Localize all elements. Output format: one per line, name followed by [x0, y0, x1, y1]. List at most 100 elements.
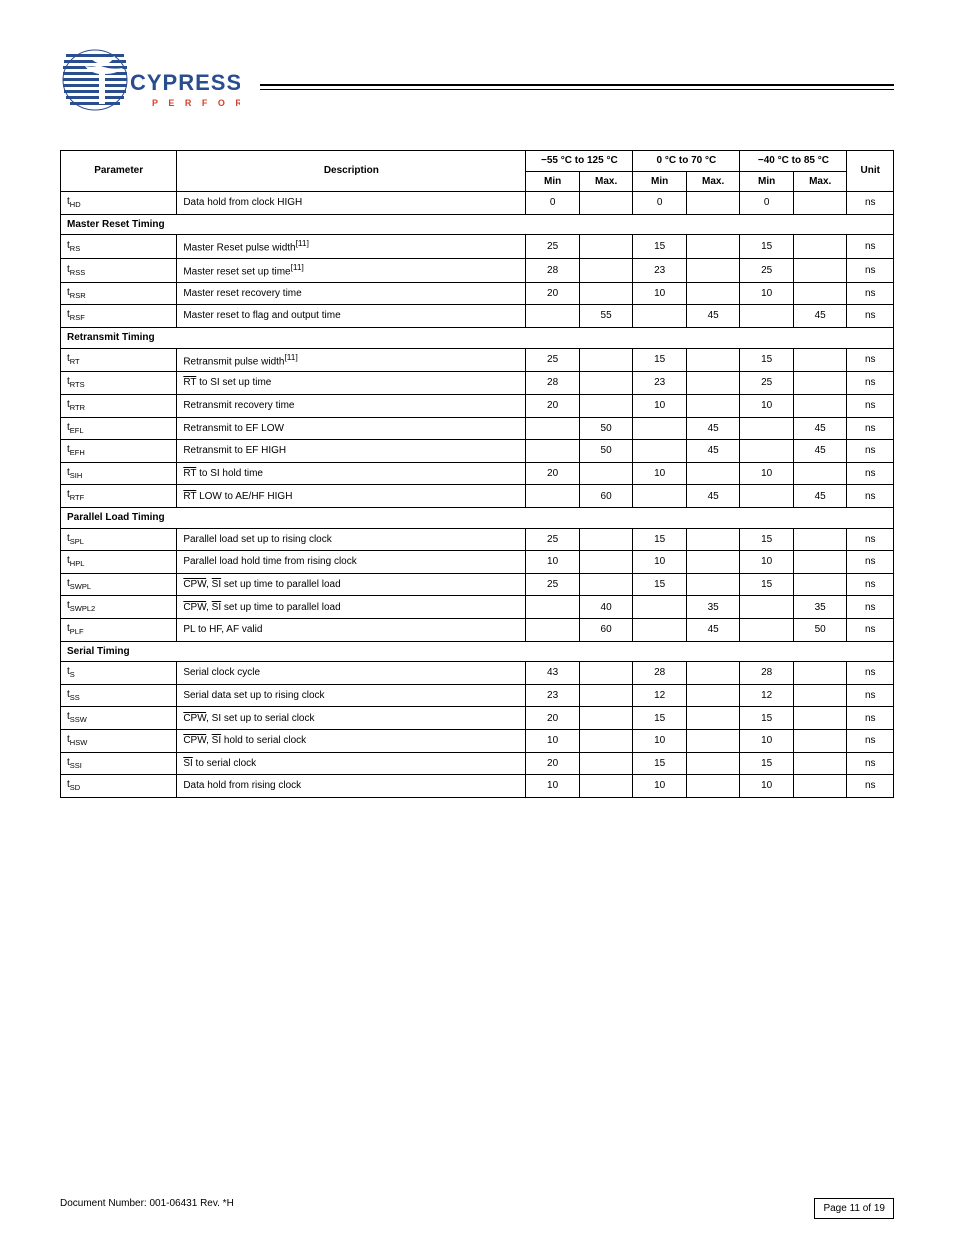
cell-value: 28 — [526, 258, 580, 282]
cell-value — [793, 551, 847, 574]
cell-description: Retransmit pulse width[11] — [177, 348, 526, 372]
table-row: tRSMaster Reset pulse width[11]251515ns — [61, 235, 894, 259]
cell-value: 40 — [579, 596, 633, 619]
cell-unit: ns — [847, 752, 894, 775]
table-row: tEFHRetransmit to EF HIGH504545ns — [61, 440, 894, 463]
cell-value: 15 — [633, 707, 687, 730]
cell-value — [686, 573, 740, 596]
cell-parameter: tHSW — [61, 730, 177, 753]
cell-value: 10 — [633, 730, 687, 753]
table-row: Master Reset Timing — [61, 214, 894, 235]
page-header: CYPRESS P E R F O R M — [60, 40, 894, 120]
col-range-0to70: 0 °C to 70 °C — [633, 151, 740, 172]
col-description: Description — [177, 151, 526, 192]
table-row: tSSWCPW, SI set up to serial clock201515… — [61, 707, 894, 730]
cell-unit: ns — [847, 619, 894, 642]
cell-parameter: tSIH — [61, 462, 177, 485]
cell-value: 12 — [633, 684, 687, 707]
table-row: tRTSRT to SI set up time282325ns — [61, 372, 894, 395]
cell-parameter: tHPL — [61, 551, 177, 574]
cell-description: Data hold from clock HIGH — [177, 192, 526, 215]
cell-value — [793, 348, 847, 372]
cell-value: 12 — [740, 684, 794, 707]
page-footer: Document Number: 001-06431 Rev. *H Page … — [60, 1198, 894, 1219]
cell-description: Parallel load hold time from rising cloc… — [177, 551, 526, 574]
cell-value — [686, 662, 740, 685]
cell-value: 15 — [633, 348, 687, 372]
cell-value: 25 — [740, 372, 794, 395]
cell-value: 60 — [579, 485, 633, 508]
table-row: tSIHRT to SI hold time201010ns — [61, 462, 894, 485]
header-divider — [260, 84, 894, 90]
cell-value: 45 — [793, 440, 847, 463]
brand-tagline: P E R F O R M — [152, 98, 240, 108]
cell-value — [686, 752, 740, 775]
table-row: tRSRMaster reset recovery time201010ns — [61, 282, 894, 305]
cell-value: 15 — [740, 573, 794, 596]
cell-description: CPW, SI set up time to parallel load — [177, 596, 526, 619]
cell-value — [686, 282, 740, 305]
cell-description: CPW, SI set up time to parallel load — [177, 573, 526, 596]
cell-value — [579, 573, 633, 596]
cell-value: 0 — [526, 192, 580, 215]
cell-description: Retransmit recovery time — [177, 394, 526, 417]
cell-value — [793, 730, 847, 753]
cell-value: 15 — [633, 528, 687, 551]
cell-value — [526, 305, 580, 328]
cell-parameter: tSWPL — [61, 573, 177, 596]
cell-description: SI to serial clock — [177, 752, 526, 775]
cell-value — [740, 417, 794, 440]
cell-value — [579, 528, 633, 551]
cell-value — [686, 235, 740, 259]
cell-value — [740, 619, 794, 642]
cell-unit: ns — [847, 662, 894, 685]
cell-parameter: tRTR — [61, 394, 177, 417]
cell-parameter: tRTF — [61, 485, 177, 508]
cell-value: 28 — [633, 662, 687, 685]
cell-value — [793, 573, 847, 596]
cell-value: 60 — [579, 619, 633, 642]
cell-value: 10 — [740, 775, 794, 798]
section-heading: Master Reset Timing — [61, 214, 894, 235]
cell-value — [793, 192, 847, 215]
section-heading: Serial Timing — [61, 641, 894, 662]
table-row: Serial Timing — [61, 641, 894, 662]
col-max: Max. — [793, 171, 847, 192]
table-row: tSWPL2CPW, SI set up time to parallel lo… — [61, 596, 894, 619]
cell-value: 28 — [740, 662, 794, 685]
section-heading: Retransmit Timing — [61, 328, 894, 349]
table-row: tRTRRetransmit recovery time201010ns — [61, 394, 894, 417]
cell-value — [579, 752, 633, 775]
section-heading: Parallel Load Timing — [61, 508, 894, 529]
cell-unit: ns — [847, 372, 894, 395]
cell-unit: ns — [847, 684, 894, 707]
cell-value: 28 — [526, 372, 580, 395]
cell-value: 25 — [526, 573, 580, 596]
col-min: Min — [740, 171, 794, 192]
cell-parameter: tSSI — [61, 752, 177, 775]
cell-value: 20 — [526, 282, 580, 305]
cell-parameter: tS — [61, 662, 177, 685]
cell-value — [793, 684, 847, 707]
cell-value — [793, 235, 847, 259]
cell-value: 35 — [686, 596, 740, 619]
cell-value — [686, 775, 740, 798]
cell-parameter: tRSF — [61, 305, 177, 328]
table-row: tSSSerial data set up to rising clock231… — [61, 684, 894, 707]
col-parameter: Parameter — [61, 151, 177, 192]
col-min: Min — [633, 171, 687, 192]
cell-value: 50 — [579, 417, 633, 440]
table-row: Retransmit Timing — [61, 328, 894, 349]
cell-value — [793, 775, 847, 798]
cell-value: 10 — [633, 394, 687, 417]
brand-logo: CYPRESS P E R F O R M — [60, 40, 240, 120]
cell-value — [579, 235, 633, 259]
cell-value: 20 — [526, 752, 580, 775]
col-max: Max. — [686, 171, 740, 192]
cell-description: Retransmit to EF LOW — [177, 417, 526, 440]
cell-value — [633, 596, 687, 619]
table-row: tSDData hold from rising clock101010ns — [61, 775, 894, 798]
cell-value: 15 — [633, 235, 687, 259]
cell-value: 45 — [686, 440, 740, 463]
cell-parameter: tSS — [61, 684, 177, 707]
